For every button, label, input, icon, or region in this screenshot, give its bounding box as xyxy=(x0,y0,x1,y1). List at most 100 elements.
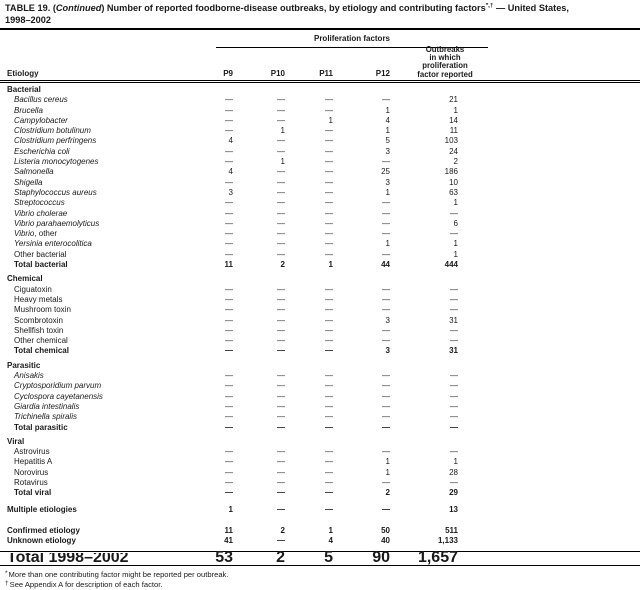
cell-p10: — xyxy=(277,218,285,228)
cell-p11: — xyxy=(325,198,333,208)
cell-outbreaks: 1 xyxy=(453,105,458,115)
cell-p10: — xyxy=(277,447,285,457)
etiology-label-box: Cryptosporidium parvum xyxy=(7,381,180,391)
cell-p12: 90 xyxy=(372,549,390,567)
etiology-label: Scombrotoxin xyxy=(14,315,63,325)
cell-outbreaks: — xyxy=(450,447,458,457)
cell-p11: — xyxy=(325,305,333,315)
cell-outbreaks: — xyxy=(450,284,458,294)
etiology-label-box: Total bacterial xyxy=(7,260,180,270)
cell-p10: — xyxy=(277,136,285,146)
etiology-label: Shellfish toxin xyxy=(14,325,64,335)
table-row: Ciguatoxin — — — — — xyxy=(0,285,640,295)
cell-outbreaks: 1,133 xyxy=(437,536,458,546)
cell-p12: — xyxy=(382,305,390,315)
column-header-outbreaks-line: in which xyxy=(429,53,461,63)
etiology-label-box: Hepatitis A xyxy=(7,457,180,467)
etiology-label-box: Chemical xyxy=(7,274,180,284)
cell-p9: — xyxy=(225,198,233,208)
cell-p10: — xyxy=(277,115,285,125)
etiology-label: Streptococcus xyxy=(14,198,65,208)
cell-p9: — xyxy=(225,381,233,391)
column-header-outbreaks-line: Outbreaks xyxy=(425,44,465,54)
cell-p11: — xyxy=(325,136,333,146)
cell-outbreaks: — xyxy=(450,371,458,381)
etiology-label-box: Brucella xyxy=(7,106,180,116)
spanner-label: Proliferation factors xyxy=(313,34,390,43)
table-row: Streptococcus — — — — 1 xyxy=(0,198,640,208)
cell-p10: — xyxy=(277,105,285,115)
cell-p10: — xyxy=(277,198,285,208)
cell-p11: — xyxy=(325,157,333,167)
table-row: Trichinella spiralis — — — — — xyxy=(0,412,640,422)
etiology-label-box: Total viral xyxy=(7,488,180,498)
section-label: Viral xyxy=(7,436,25,446)
cell-p10: 1 xyxy=(280,157,285,167)
cell-p9: — xyxy=(225,305,233,315)
cell-outbreaks: 24 xyxy=(449,146,458,156)
cell-p9: — xyxy=(225,315,233,325)
cell-p12: 1 xyxy=(385,187,390,197)
proliferation-factors-spanner: Proliferation factors xyxy=(216,34,488,48)
cell-outbreaks: — xyxy=(450,336,458,346)
cell-p11: — xyxy=(325,467,333,477)
cell-p12: — xyxy=(382,391,390,401)
cell-p10: — xyxy=(277,477,285,487)
cell-p11: 1 xyxy=(328,525,333,535)
cell-p11: — xyxy=(325,294,333,304)
cell-outbreaks: 1 xyxy=(453,249,458,259)
cell-outbreaks: — xyxy=(450,325,458,335)
cell-p12: — xyxy=(382,157,390,167)
cell-p11: — xyxy=(325,422,333,432)
etiology-label: Mushroom toxin xyxy=(14,305,71,315)
table-row: Shellfish toxin — — — — — xyxy=(0,326,640,336)
cell-p11: — xyxy=(325,381,333,391)
cell-p9: 11 xyxy=(224,260,233,270)
cell-p12: — xyxy=(382,381,390,391)
etiology-label: Clostridium botulinum xyxy=(14,126,91,136)
cell-p10: 2 xyxy=(280,260,285,270)
cell-outbreaks: 1 xyxy=(453,457,458,467)
etiology-label: Confirmed etiology xyxy=(7,525,80,535)
etiology-label-box: Listeria monocytogenes xyxy=(7,157,180,167)
table-row: Total bacterial 11 2 1 44 444 xyxy=(0,260,640,270)
etiology-label-box: Confirmed etiology xyxy=(7,526,180,536)
table-row: Vibrio, other — — — — — xyxy=(0,229,640,239)
cell-p9: — xyxy=(225,457,233,467)
cell-outbreaks: — xyxy=(450,401,458,411)
cell-p9: — xyxy=(225,294,233,304)
cell-p12: 44 xyxy=(381,260,390,270)
cell-outbreaks: 186 xyxy=(444,167,458,177)
cell-p9: — xyxy=(225,105,233,115)
column-header-p9: P9 xyxy=(223,69,233,78)
cell-p11: — xyxy=(325,401,333,411)
summary-row: Multiple etiologies 1 — — — 13 xyxy=(0,505,640,515)
etiology-label-box: Unknown etiology xyxy=(7,536,180,546)
etiology-label-box: Salmonella xyxy=(7,167,180,177)
column-header-p12: P12 xyxy=(375,69,390,78)
etiology-label: Giardia intestinalis xyxy=(14,401,80,411)
etiology-label: Staphylococcus aureus xyxy=(14,187,97,197)
cell-p9: 53 xyxy=(215,549,233,567)
table-row: Salmonella 4 — — 25 186 xyxy=(0,167,640,177)
etiology-label-box: Total 1998–2002 xyxy=(7,553,180,563)
cell-p12: — xyxy=(382,401,390,411)
cell-outbreaks: — xyxy=(450,412,458,422)
cell-p12: 5 xyxy=(385,136,390,146)
cell-p9: 4 xyxy=(228,136,233,146)
table-row: Total chemical — — — 3 31 xyxy=(0,346,640,356)
title-text-1: TABLE 19. ( xyxy=(5,3,56,13)
cell-p10: — xyxy=(277,336,285,346)
cell-p9: — xyxy=(225,477,233,487)
table-row: Anisakis — — — — — xyxy=(0,371,640,381)
cell-outbreaks: 28 xyxy=(449,467,458,477)
cell-p9: — xyxy=(225,146,233,156)
etiology-label: Rotavirus xyxy=(14,477,48,487)
cell-p11: — xyxy=(325,457,333,467)
section-label: Chemical xyxy=(7,274,43,284)
table-row: Clostridium perfringens 4 — — 5 103 xyxy=(0,136,640,146)
etiology-label-box: Bacillus cereus xyxy=(7,95,180,105)
title-text-3: — United States, xyxy=(493,3,569,13)
table-row: Cyclospora cayetanensis — — — — — xyxy=(0,392,640,402)
